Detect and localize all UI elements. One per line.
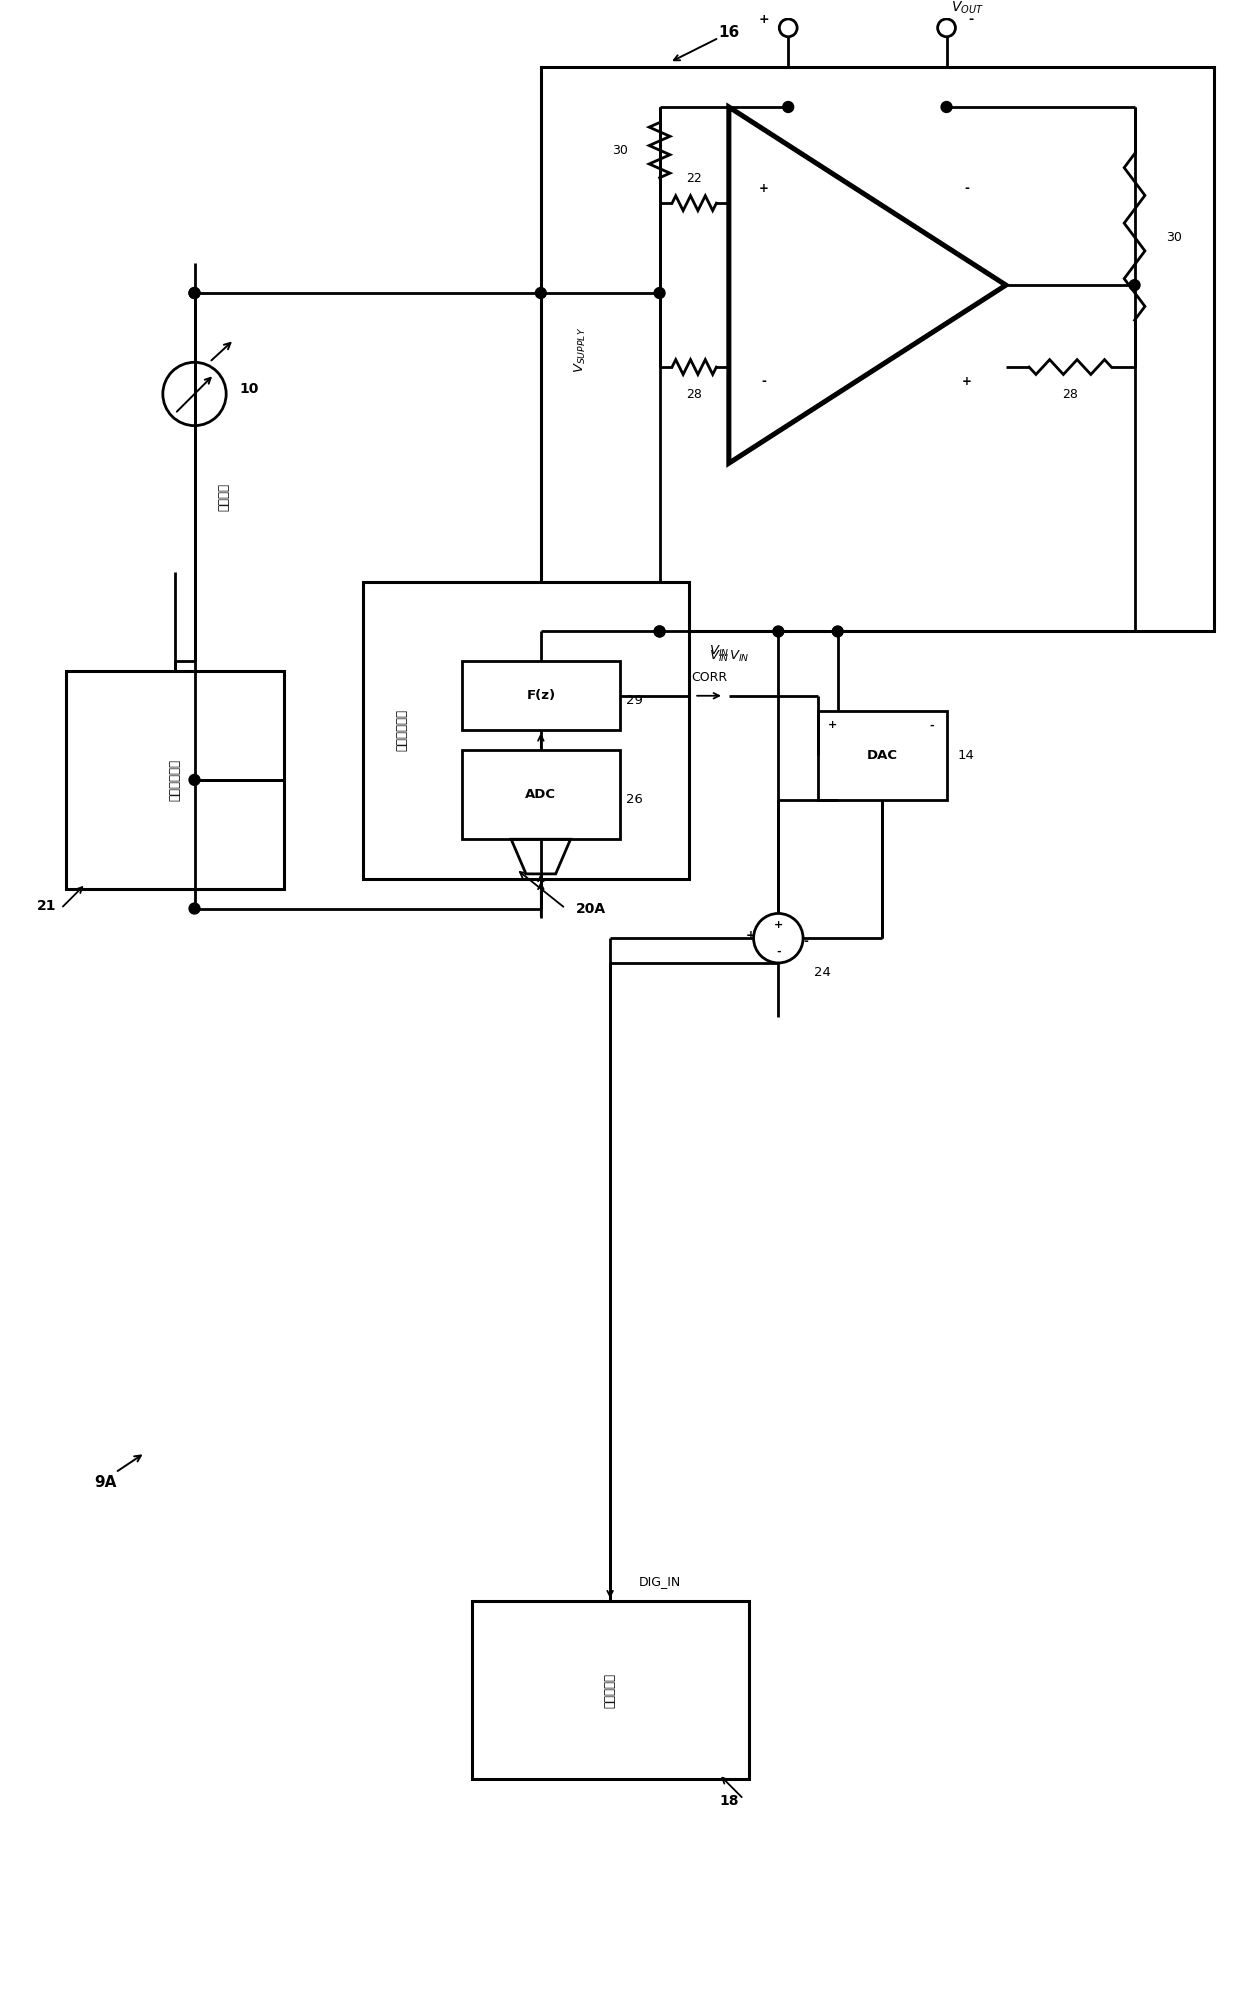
Text: 28: 28 <box>686 387 702 401</box>
Text: -: - <box>804 935 808 949</box>
Circle shape <box>655 625 665 637</box>
Text: $V_{IN}$: $V_{IN}$ <box>709 643 729 659</box>
Text: -: - <box>761 375 766 387</box>
Text: 电压控制: 电压控制 <box>218 483 231 511</box>
Text: -: - <box>930 721 934 731</box>
Text: -: - <box>776 947 781 957</box>
Bar <box>461 751 620 839</box>
Text: +: + <box>759 182 769 196</box>
Circle shape <box>782 102 794 112</box>
Bar <box>471 1602 749 1779</box>
Bar <box>461 661 620 731</box>
Text: -: - <box>968 14 973 26</box>
Text: -: - <box>963 182 968 196</box>
Text: DAC: DAC <box>867 749 898 761</box>
Bar <box>541 68 1214 631</box>
Text: 22: 22 <box>686 172 702 186</box>
Circle shape <box>188 903 200 915</box>
Text: $V_{OUT}$: $V_{OUT}$ <box>951 0 985 16</box>
Circle shape <box>536 288 547 298</box>
Text: +: + <box>758 14 769 26</box>
Text: +: + <box>745 929 755 943</box>
Text: 30: 30 <box>613 144 627 156</box>
Text: 18: 18 <box>719 1793 739 1807</box>
Text: F(z): F(z) <box>526 689 556 703</box>
Text: +: + <box>961 375 971 387</box>
Bar <box>363 581 689 879</box>
Text: 微控制器核: 微控制器核 <box>604 1673 616 1707</box>
Text: 29: 29 <box>626 695 644 707</box>
Circle shape <box>655 288 665 298</box>
Text: CORR: CORR <box>691 671 727 685</box>
Circle shape <box>1130 280 1140 290</box>
Text: 16: 16 <box>718 26 739 40</box>
Circle shape <box>188 288 200 298</box>
Circle shape <box>941 102 952 112</box>
Circle shape <box>773 625 784 637</box>
Text: 28: 28 <box>1063 387 1078 401</box>
Text: 10: 10 <box>239 381 259 395</box>
Bar <box>66 671 284 889</box>
Text: +: + <box>828 721 837 731</box>
Text: 9A: 9A <box>94 1476 117 1490</box>
Text: 30: 30 <box>1166 230 1182 244</box>
Circle shape <box>832 625 843 637</box>
Circle shape <box>188 288 200 298</box>
Circle shape <box>188 775 200 785</box>
Text: $V_{IN}$: $V_{IN}$ <box>709 649 729 663</box>
Text: $V_{IN}$: $V_{IN}$ <box>729 649 749 663</box>
Text: 14: 14 <box>957 749 975 761</box>
Text: $V_{SUPPLY}$: $V_{SUPPLY}$ <box>573 326 588 373</box>
Bar <box>818 711 946 799</box>
Text: 偏移校正控制: 偏移校正控制 <box>396 709 409 751</box>
Text: 24: 24 <box>815 967 831 979</box>
Text: 20A: 20A <box>575 901 605 915</box>
Text: +: + <box>774 919 782 929</box>
Text: 26: 26 <box>626 793 644 807</box>
Text: ADC: ADC <box>526 789 557 801</box>
Text: DIG_IN: DIG_IN <box>639 1576 681 1588</box>
Text: 21: 21 <box>36 899 56 913</box>
Circle shape <box>655 625 665 637</box>
Text: 电源电压控制: 电源电压控制 <box>169 759 181 801</box>
